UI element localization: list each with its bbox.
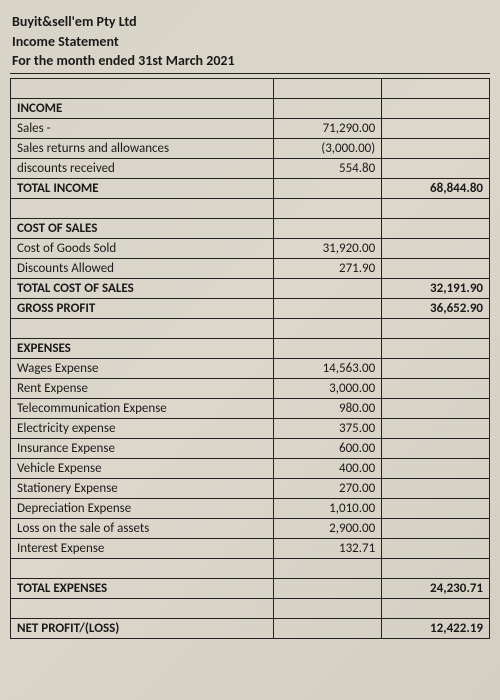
table-row: Sales - 71,290.00 [11,118,490,138]
row-amount: 3,000.00 [274,378,382,398]
table-row: Rent Expense3,000.00 [11,378,490,398]
statement-period: For the month ended 31st March 2021 [10,51,490,74]
total-expenses-row: TOTAL EXPENSES 24,230.71 [11,578,490,598]
statement-title: Income Statement [10,32,490,52]
net-profit-label: NET PROFIT/(LOSS) [11,618,274,638]
blank-row [11,598,490,618]
expenses-heading-row: EXPENSES [11,338,490,358]
total-income-row: TOTAL INCOME 68,844.80 [11,178,490,198]
total-cos-row: TOTAL COST OF SALES 32,191.90 [11,278,490,298]
total-cos-label: TOTAL COST OF SALES [11,278,274,298]
row-amount: 132.71 [274,538,382,558]
total-expenses-label: TOTAL EXPENSES [11,578,274,598]
total-cos-value: 32,191.90 [382,278,490,298]
row-label: Rent Expense [11,378,274,398]
row-amount: 980.00 [274,398,382,418]
row-label: Depreciation Expense [11,498,274,518]
income-heading-row: INCOME [11,98,490,118]
row-label: Sales returns and allowances [11,138,274,158]
gross-profit-label: GROSS PROFIT [11,298,274,318]
table-row: Vehicle Expense400.00 [11,458,490,478]
table-row: discounts received 554.80 [11,158,490,178]
row-label: Cost of Goods Sold [11,238,274,258]
gross-profit-row: GROSS PROFIT 36,652.90 [11,298,490,318]
cos-heading: COST OF SALES [11,218,274,238]
cos-heading-row: COST OF SALES [11,218,490,238]
row-amount: 14,563.00 [274,358,382,378]
table-row: Telecommunication Expense980.00 [11,398,490,418]
income-statement-table: INCOME Sales - 71,290.00 Sales returns a… [10,78,490,639]
row-label: Insurance Expense [11,438,274,458]
row-amount: 554.80 [274,158,382,178]
row-label: Interest Expense [11,538,274,558]
table-row: Wages Expense14,563.00 [11,358,490,378]
net-profit-value: 12,422.19 [382,618,490,638]
net-profit-row: NET PROFIT/(LOSS) 12,422.19 [11,618,490,638]
table-row: Stationery Expense270.00 [11,478,490,498]
table-row: Electricity expense375.00 [11,418,490,438]
table-row: Interest Expense132.71 [11,538,490,558]
row-amount: 271.90 [274,258,382,278]
blank-row [11,318,490,338]
row-label: Loss on the sale of assets [11,518,274,538]
row-label: Discounts Allowed [11,258,274,278]
income-heading: INCOME [11,98,274,118]
row-label: Sales - [11,118,274,138]
table-row: Loss on the sale of assets2,900.00 [11,518,490,538]
table-row: Sales returns and allowances (3,000.00) [11,138,490,158]
row-amount: 400.00 [274,458,382,478]
table-row: Insurance Expense600.00 [11,438,490,458]
row-label: Telecommunication Expense [11,398,274,418]
row-label: Wages Expense [11,358,274,378]
blank-row [11,198,490,218]
row-label: discounts received [11,158,274,178]
table-row: Discounts Allowed 271.90 [11,258,490,278]
row-label: Stationery Expense [11,478,274,498]
total-income-label: TOTAL INCOME [11,178,274,198]
row-amount: 1,010.00 [274,498,382,518]
row-amount: 270.00 [274,478,382,498]
row-amount: 71,290.00 [274,118,382,138]
row-amount: (3,000.00) [274,138,382,158]
blank-row [11,78,490,98]
blank-row [11,558,490,578]
total-income-value: 68,844.80 [382,178,490,198]
row-amount: 2,900.00 [274,518,382,538]
row-label: Vehicle Expense [11,458,274,478]
company-name: Buyit&sell'em Pty Ltd [10,12,490,32]
row-amount: 375.00 [274,418,382,438]
total-expenses-value: 24,230.71 [382,578,490,598]
table-row: Depreciation Expense1,010.00 [11,498,490,518]
row-amount: 31,920.00 [274,238,382,258]
expenses-heading: EXPENSES [11,338,274,358]
row-label: Electricity expense [11,418,274,438]
gross-profit-value: 36,652.90 [382,298,490,318]
row-amount: 600.00 [274,438,382,458]
table-row: Cost of Goods Sold 31,920.00 [11,238,490,258]
